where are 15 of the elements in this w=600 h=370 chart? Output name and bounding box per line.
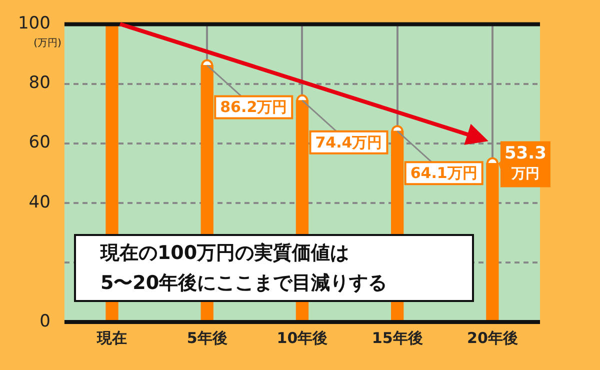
data-label: 64.1万円 bbox=[410, 164, 478, 182]
data-label: 53.3万円 bbox=[504, 144, 546, 182]
x-tick-label: 現在 bbox=[96, 328, 128, 347]
x-tick-label: 20年後 bbox=[467, 328, 518, 347]
y-tick-label: 100 bbox=[18, 14, 50, 34]
y-tick-label: 0 bbox=[40, 311, 50, 332]
y-axis-title: (万円) bbox=[34, 38, 62, 50]
data-label: 86.2万円 bbox=[220, 98, 288, 116]
x-tick-label: 5年後 bbox=[186, 328, 228, 347]
x-tick-label: 10年後 bbox=[276, 328, 328, 347]
y-tick-label: 60 bbox=[28, 132, 50, 153]
y-tick-label: 40 bbox=[28, 192, 50, 212]
y-tick-label: 80 bbox=[28, 73, 50, 94]
data-label: 74.4万円 bbox=[315, 133, 382, 152]
x-tick-label: 15年後 bbox=[372, 328, 423, 347]
